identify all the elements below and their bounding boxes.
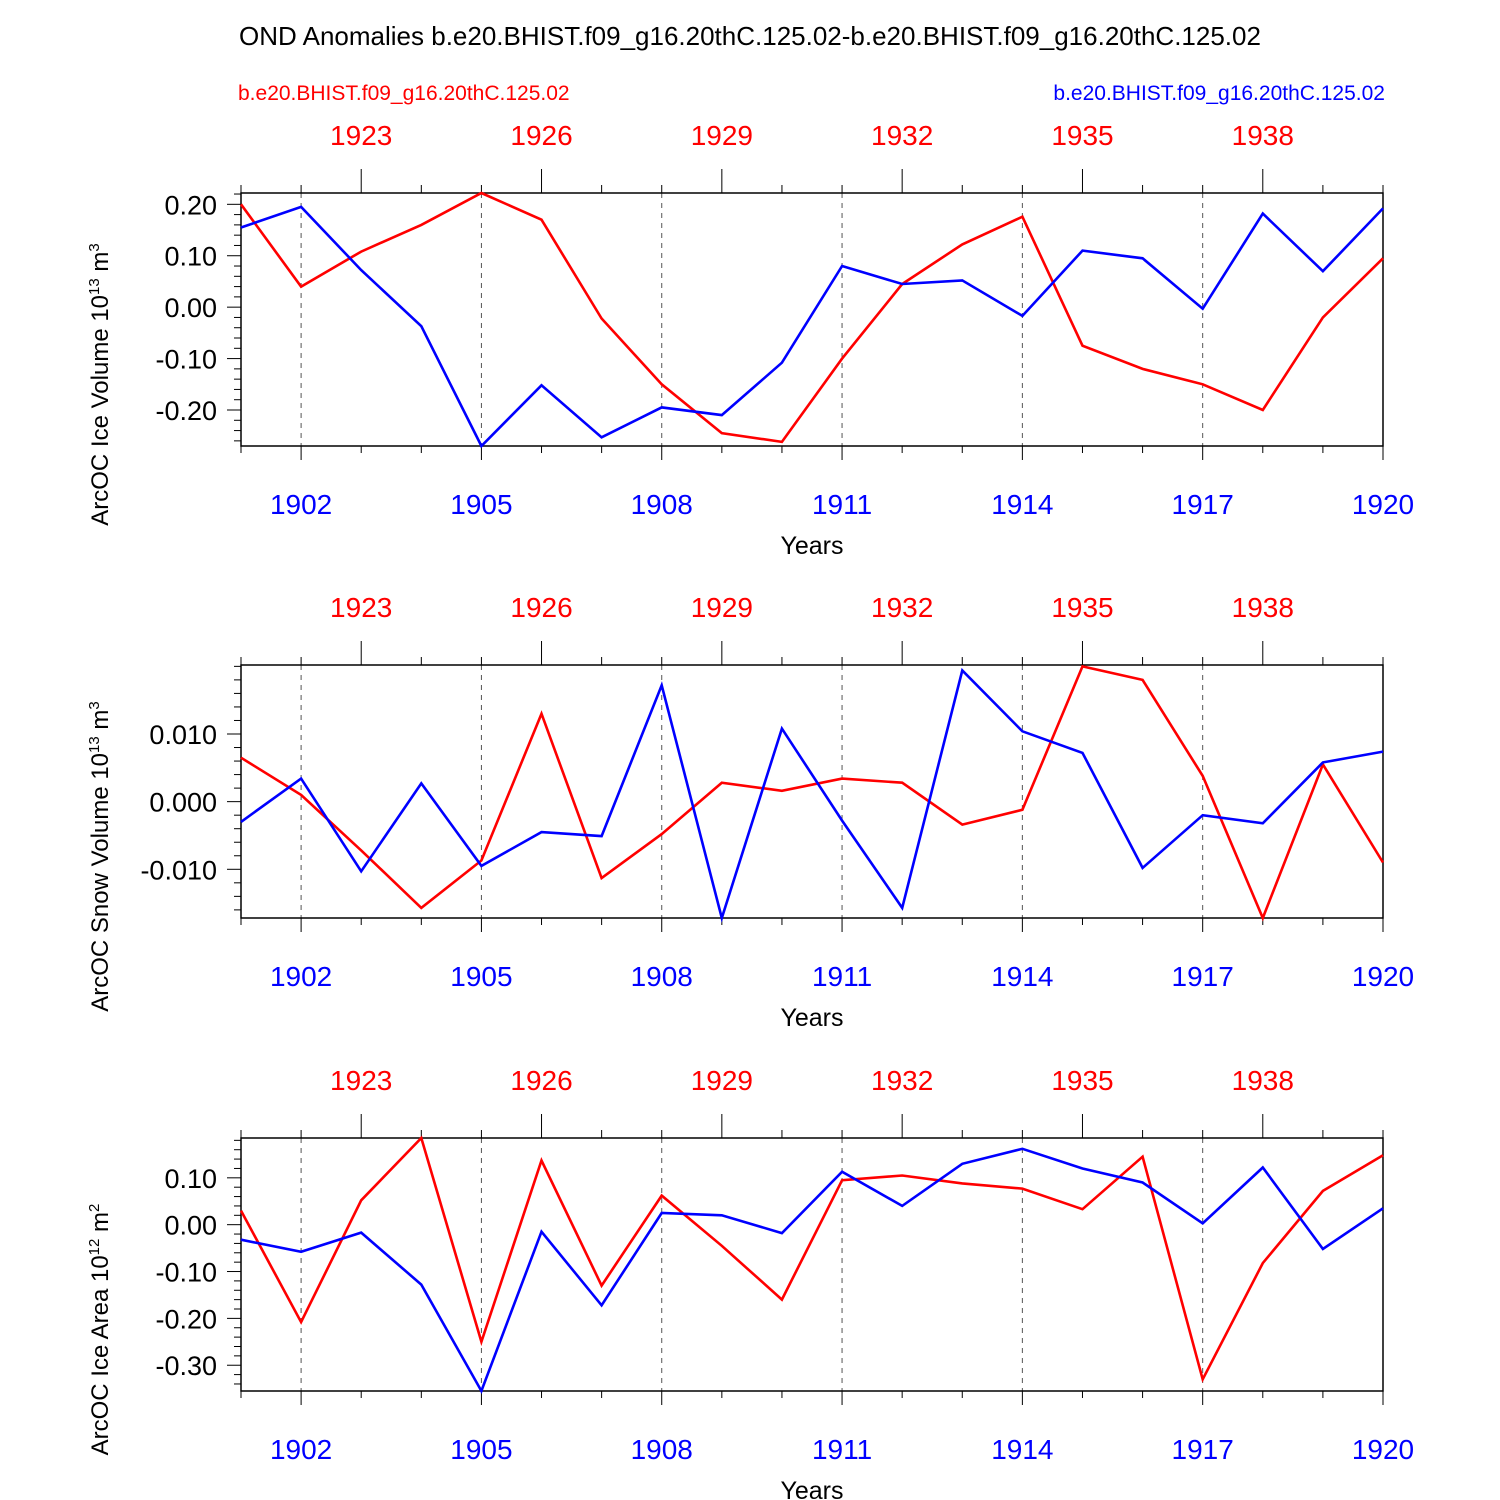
plot-frame [240,664,1384,919]
x-axis-label: Years [780,1004,843,1032]
y-tick-label: 0.10 [164,1164,217,1194]
x-tick-label-bottom: 1908 [631,489,693,520]
y-tick-label: 0.010 [149,720,217,750]
x-tick-label-bottom: 1908 [631,1434,693,1465]
x-tick-label-bottom: 1902 [270,961,332,992]
y-tick-label: 0.00 [164,1211,217,1241]
x-tick-label-bottom: 1905 [450,489,512,520]
x-tick-label-top: 1932 [871,120,933,151]
y-axis-label: ArcOC Ice Area 1012 m2 [86,1204,114,1456]
x-tick-label-bottom: 1911 [812,489,872,520]
x-tick-label-top: 1923 [330,120,392,151]
series-line-red [239,1135,1384,1383]
x-tick-label-top: 1935 [1051,120,1113,151]
series-line-blue [240,205,1384,449]
x-tick-label-bottom: 1917 [1172,1434,1234,1465]
y-tick-label: -0.30 [155,1351,217,1381]
x-tick-label-top: 1926 [510,1065,572,1096]
x-tick-label-top: 1929 [691,120,753,151]
chart-panel-3: 1902 1905 1908 1911 1914 1917 1920 1923 1926 1929… [86,1065,1414,1500]
x-tick-label-top: 1938 [1232,120,1294,151]
x-axis-label: Years [780,532,843,560]
x-tick-label-bottom: 1905 [450,1434,512,1465]
x-tick-label-bottom: 1914 [991,1434,1053,1465]
x-tick-label-bottom: 1902 [270,489,332,520]
series-line-red [240,664,1385,922]
x-tick-label-top: 1935 [1051,1065,1113,1096]
x-tick-label-bottom: 1917 [1172,489,1234,520]
x-tick-label-bottom: 1908 [631,961,693,992]
x-tick-label-top: 1929 [691,1065,753,1096]
x-tick-label-bottom: 1917 [1172,961,1234,992]
x-tick-label-bottom: 1914 [991,961,1053,992]
legend-label-blue: b.e20.BHIST.f09_g16.20thC.125.02 [1053,82,1385,105]
x-tick-label-top: 1926 [510,592,572,623]
y-tick-label: -0.010 [140,855,217,885]
x-tick-label-top: 1932 [871,592,933,623]
x-tick-label-top: 1938 [1232,1065,1294,1096]
plot-frame [240,192,1384,447]
y-axis-label: ArcOC Snow Volume 1013 m3 [86,701,114,1012]
y-tick-label: 0.20 [164,190,217,220]
x-tick-label-top: 1932 [871,1065,933,1096]
x-tick-label-top: 1935 [1051,592,1113,623]
x-axis-label: Years [780,1477,843,1500]
x-tick-label-bottom: 1920 [1352,489,1414,520]
y-tick-label: 0.10 [164,242,217,272]
legend-label-red: b.e20.BHIST.f09_g16.20thC.125.02 [238,82,570,105]
y-tick-label: -0.10 [155,345,217,375]
x-tick-label-bottom: 1911 [812,1434,872,1465]
x-tick-label-bottom: 1920 [1352,1434,1414,1465]
x-tick-label-bottom: 1902 [270,1434,332,1465]
x-tick-label-top: 1923 [330,1065,392,1096]
x-tick-label-bottom: 1920 [1352,961,1414,992]
y-tick-label: -0.20 [155,1304,217,1334]
series-line-blue [240,1147,1384,1395]
x-tick-label-top: 1926 [510,120,572,151]
x-tick-label-bottom: 1911 [812,961,872,992]
y-tick-label: 0.000 [149,788,217,818]
figure-title: OND Anomalies b.e20.BHIST.f09_g16.20thC.… [239,21,1261,51]
plot-frame [240,1137,1384,1392]
x-tick-label-top: 1929 [691,592,753,623]
x-tick-label-bottom: 1914 [991,489,1053,520]
y-tick-label: -0.20 [155,396,217,426]
x-tick-label-top: 1938 [1232,592,1294,623]
y-axis-label: ArcOC Ice Volume 1013 m3 [86,243,114,525]
x-tick-label-bottom: 1905 [450,961,512,992]
y-tick-label: -0.10 [155,1258,217,1288]
series-line-blue [240,667,1384,923]
y-tick-label: 0.00 [164,293,217,323]
x-tick-label-top: 1923 [330,592,392,623]
series-line-red [239,191,1384,444]
chart-panel-1: 1902 1905 1908 1911 1914 1917 1920 1923 1926 1929… [86,120,1414,560]
chart-panel-2: 1902 1905 1908 1911 1914 1917 1920 1923 1926 1929… [86,592,1414,1032]
